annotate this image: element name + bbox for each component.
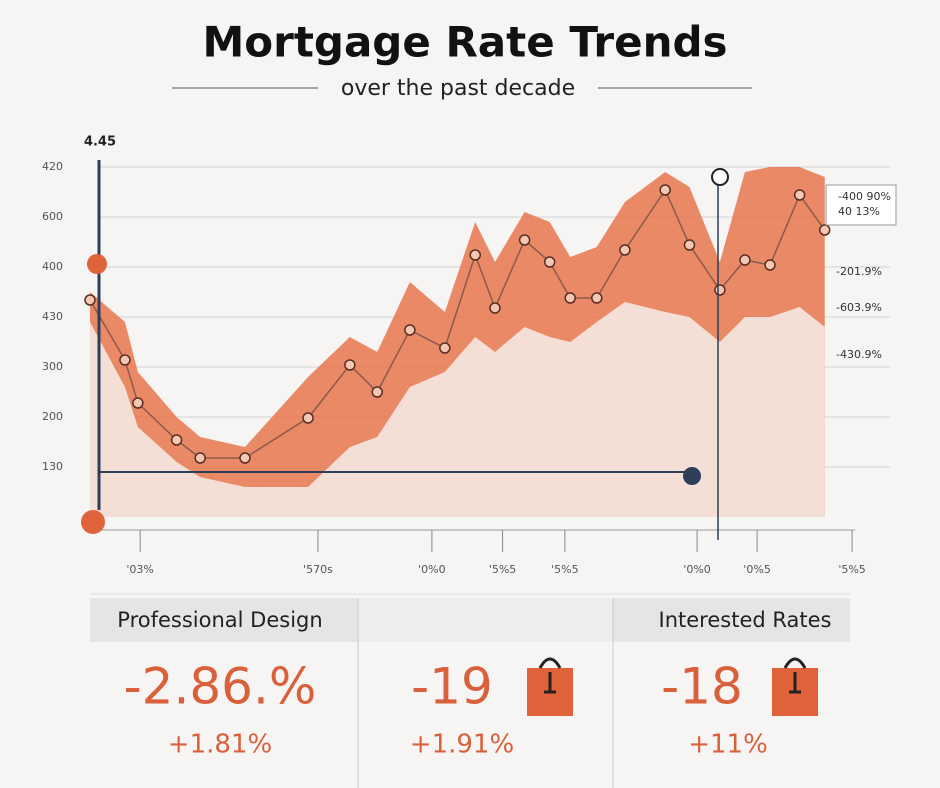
x-tick-label: '0%0 [418,563,445,576]
x-tick-label: '570s [303,563,333,576]
card-change: +1.91% [410,730,514,760]
point [764,259,776,271]
y-tick-label: 420 [42,160,63,173]
marker-icon [87,254,107,274]
point [619,244,631,256]
point [564,292,576,304]
point [489,302,501,314]
point [469,249,481,261]
point [793,189,806,201]
y-tick-label: 130 [42,460,63,473]
card-change: +11% [688,730,768,760]
y-tick-label: 200 [42,410,63,423]
point [170,434,183,446]
icon [538,657,562,694]
point [239,452,251,464]
marker-icon [711,168,729,186]
marker-icon [81,510,105,534]
y-tick-label: 400 [42,260,63,273]
card-value: -19 [411,658,493,716]
card-change: +1.81% [168,730,272,760]
area [90,302,825,517]
y-tick-label: 430 [42,310,63,323]
y-top-label: 4.45 [84,135,116,150]
x-tick-label: '5%5 [551,563,578,576]
point [344,359,356,371]
point [371,386,383,398]
marker-icon [683,467,701,485]
point [302,412,314,424]
card-header [358,598,613,642]
x-tick-label: '03% [126,563,153,576]
point [818,224,831,236]
annotation: -201.9% [836,265,882,278]
point [84,294,96,306]
x-tick-label: '5%5 [489,563,516,576]
point [518,234,531,246]
annotation: 40 13% [838,205,880,218]
card-value: -18 [661,658,743,716]
subtitle: over the past decade [341,76,575,101]
card-title: Interested Rates [659,608,832,632]
point [119,354,131,366]
point [591,292,603,304]
point [714,284,726,296]
point [404,324,416,336]
point [194,452,206,464]
card-value: -2.86.% [124,658,317,716]
card-title: Professional Design [117,608,322,632]
icon [783,657,807,694]
point [659,184,671,196]
annotation: -400 90% [838,190,891,203]
card-header [613,598,850,642]
annotation-box [825,184,897,226]
annotation: -603.9% [836,301,882,314]
point [132,397,144,409]
point [439,342,451,354]
y-tick-label: 600 [42,210,63,223]
card-header [90,598,358,642]
point [739,254,751,266]
annotation: -430.9% [836,348,882,361]
x-tick-label: '0%5 [743,563,770,576]
chart-title: Mortgage Rate Trends [202,18,727,67]
x-tick-label: '0%0 [683,563,710,576]
x-tick-label: '5%5 [838,563,865,576]
point [683,239,696,251]
point [543,256,556,268]
y-tick-label: 300 [42,360,63,373]
